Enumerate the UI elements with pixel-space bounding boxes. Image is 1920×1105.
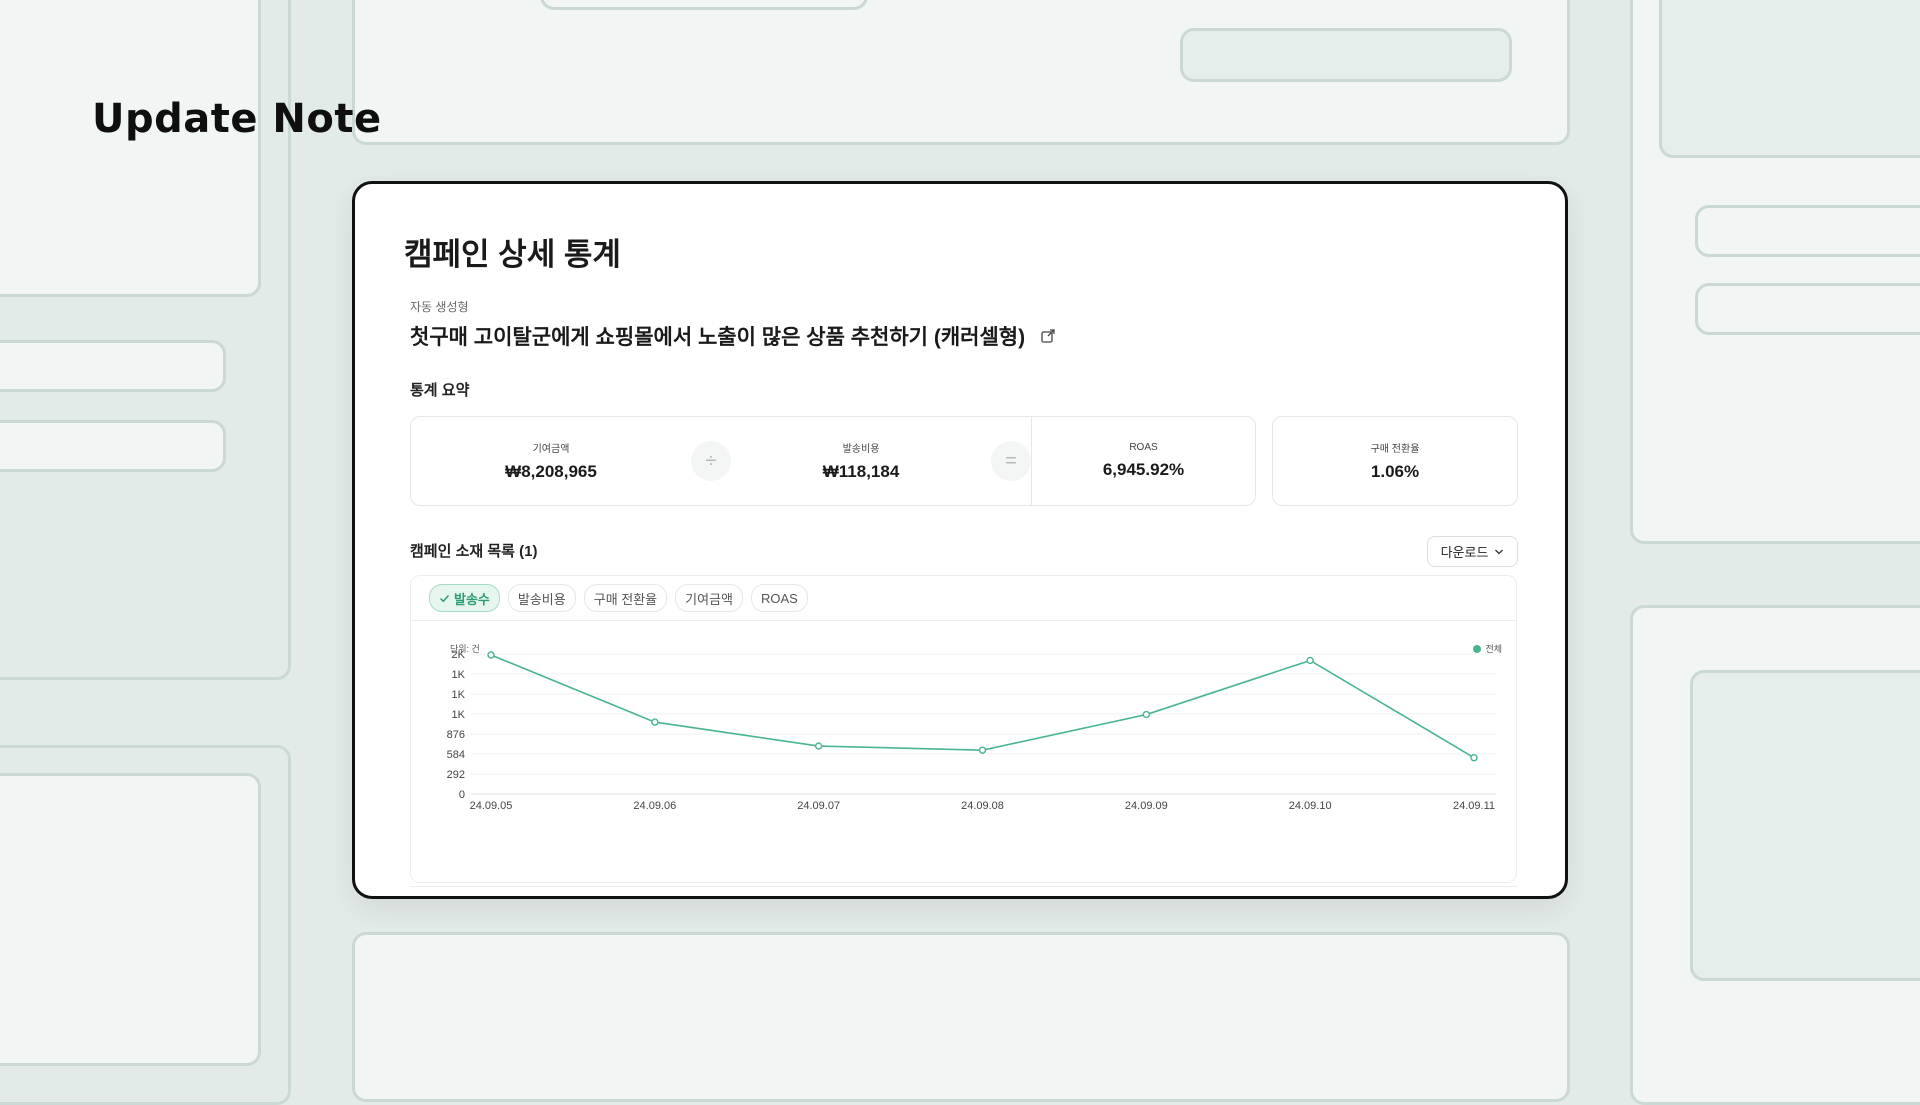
- tab-label: ROAS: [761, 590, 798, 606]
- campaign-stats-card: 캠페인 상세 통계 자동 생성형 첫구매 고이탈군에게 쇼핑몰에서 노출이 많은…: [352, 181, 1568, 899]
- data-point: [1142, 710, 1151, 719]
- series-line: [490, 654, 1475, 759]
- download-label: 다운로드: [1440, 545, 1489, 560]
- stat-value: ₩8,208,965: [505, 462, 597, 481]
- campaign-name: 첫구매 고이탈군에게 쇼핑몰에서 노출이 많은 상품 추천하기 (캐러셀형): [410, 326, 1026, 349]
- divider: [410, 886, 1517, 893]
- tab-send-count[interactable]: 발송수: [429, 584, 500, 612]
- tab-label: 발송비용: [517, 591, 566, 607]
- data-point: [487, 651, 495, 659]
- stat-conversion: 구매 전환율 1.06%: [1371, 440, 1420, 482]
- stat-label: ROAS: [1129, 442, 1158, 453]
- y-tick-label: 0: [459, 789, 465, 801]
- y-tick-label: 1K: [452, 709, 466, 721]
- tab-label: 기여금액: [685, 591, 733, 607]
- divide-icon: ÷: [691, 441, 731, 481]
- x-tick-label: 24.09.06: [633, 800, 676, 812]
- divider: [1031, 417, 1032, 505]
- y-tick-label: 292: [447, 769, 465, 781]
- bg-tile: [0, 773, 261, 1066]
- chart-legend: 전체: [1473, 642, 1502, 655]
- stat-label: 구매 전환율: [1370, 444, 1420, 455]
- bg-panel: [352, 932, 1570, 1102]
- campaign-name-row: 첫구매 고이탈군에게 쇼핑몰에서 노출이 많은 상품 추천하기 (캐러셀형): [410, 321, 1057, 351]
- stat-cost: 발송비용 ₩118,184: [731, 440, 991, 482]
- y-tick-label: 1K: [452, 689, 466, 701]
- stat-value: 1.06%: [1370, 462, 1420, 481]
- creative-list-label: 캠페인 소재 목록 (1): [410, 543, 538, 560]
- summary-label: 통계 요약: [410, 382, 470, 399]
- download-button[interactable]: 다운로드: [1427, 536, 1518, 567]
- bg-tile: [1180, 28, 1512, 82]
- bg-tile: [1690, 670, 1920, 981]
- bg-tile: [0, 340, 226, 392]
- chevron-down-icon: [1495, 549, 1504, 554]
- page-title: Update Note: [92, 96, 382, 142]
- x-tick-label: 24.09.08: [961, 800, 1004, 812]
- stat-roas: ROAS 6,945.92%: [1032, 442, 1255, 480]
- summary-formula: 기여금액 ₩8,208,965 ÷ 발송비용 ₩118,184 = ROAS 6…: [410, 416, 1256, 506]
- tab-conversion-rate[interactable]: 구매 전환율: [583, 584, 668, 612]
- bg-tile: [1695, 205, 1920, 257]
- external-link-icon[interactable]: [1039, 327, 1057, 345]
- data-point: [1470, 753, 1478, 762]
- data-point: [978, 746, 987, 754]
- bg-panel: [0, 0, 291, 680]
- y-tick-label: 2K: [452, 649, 466, 661]
- check-icon: [439, 594, 450, 602]
- legend-swatch: [1473, 644, 1482, 653]
- tab-send-cost[interactable]: 발송비용: [507, 584, 576, 612]
- campaign-type: 자동 생성형: [410, 300, 469, 314]
- x-tick-label: 24.09.11: [1453, 800, 1495, 812]
- bg-tile: [0, 420, 226, 472]
- x-tick-label: 24.09.05: [470, 800, 513, 812]
- chart-panel: 발송수 발송비용 구매 전환율 기여금액 ROAS 단위: 건 전체 0 292 5…: [410, 575, 1517, 883]
- bg-tile: [1695, 283, 1920, 335]
- stat-label: 기여금액: [532, 444, 570, 455]
- x-tick-label: 24.09.07: [797, 800, 840, 812]
- tab-roas[interactable]: ROAS: [751, 584, 808, 612]
- unit-label: 단위: 건: [450, 644, 480, 654]
- x-tick-label: 24.09.10: [1289, 800, 1332, 812]
- stat-contribution: 기여금액 ₩8,208,965: [411, 440, 691, 482]
- stat-value: 6,945.92%: [1102, 460, 1185, 479]
- tab-label: 구매 전환율: [593, 591, 658, 607]
- tab-contribution[interactable]: 기여금액: [675, 584, 743, 612]
- stat-value: ₩118,184: [822, 462, 900, 481]
- legend-label: 전체: [1485, 644, 1502, 654]
- bg-tile: [540, 0, 868, 10]
- equals-icon: =: [991, 441, 1031, 481]
- card-title: 캠페인 상세 통계: [404, 237, 621, 272]
- stat-conversion-box: 구매 전환율 1.06%: [1272, 416, 1518, 506]
- y-tick-label: 876: [447, 729, 465, 741]
- stat-label: 발송비용: [842, 444, 880, 455]
- bg-tile: [1659, 0, 1920, 158]
- y-tick-label: 584: [447, 749, 465, 761]
- tab-label: 발송수: [454, 591, 490, 607]
- data-point: [1306, 656, 1314, 665]
- x-tick-label: 24.09.09: [1125, 800, 1168, 812]
- y-tick-label: 1K: [452, 669, 466, 681]
- line-chart: 0 292 584 876 1K 1K 1K 2K 24.09.05 24.09.06 24.09.…: [447, 649, 1496, 812]
- data-point: [651, 718, 659, 726]
- metric-tabs: 발송수 발송비용 구매 전환율 기여금액 ROAS: [411, 576, 1516, 621]
- bg-tile: [0, 0, 261, 297]
- data-point: [814, 742, 823, 750]
